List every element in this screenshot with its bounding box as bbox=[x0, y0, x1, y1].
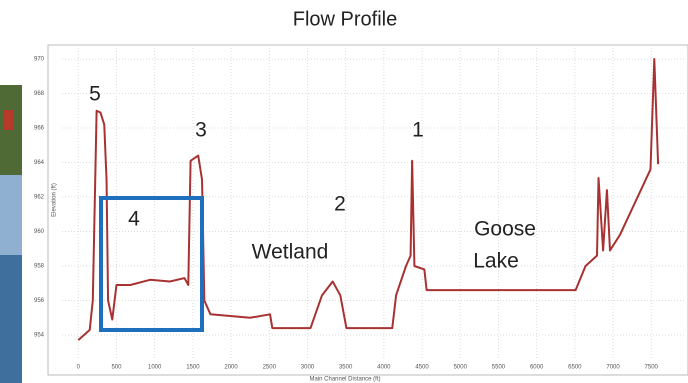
y-tick-label: 954 bbox=[34, 333, 45, 339]
y-tick-label: 968 bbox=[34, 91, 45, 97]
plot-frame bbox=[47, 44, 688, 376]
annotation: 1 bbox=[412, 119, 424, 142]
y-axis-label: Elevation (ft) bbox=[52, 183, 58, 217]
y-tick-label: 962 bbox=[34, 195, 45, 201]
profile-line bbox=[77, 58, 660, 341]
x-tick-label: 4000 bbox=[377, 365, 391, 371]
annotation: Wetland bbox=[252, 241, 329, 264]
annotation: 5 bbox=[89, 83, 101, 106]
x-tick-label: 0 bbox=[77, 365, 81, 371]
annotation: Lake bbox=[473, 250, 519, 273]
x-tick-label: 7000 bbox=[606, 365, 620, 371]
x-tick-label: 3500 bbox=[339, 365, 353, 371]
x-tick-label: 7500 bbox=[645, 365, 659, 371]
annotation: 4 bbox=[128, 208, 140, 231]
x-tick-label: 6500 bbox=[568, 365, 582, 371]
x-tick-label: 2500 bbox=[263, 365, 277, 371]
x-tick-label: 1500 bbox=[186, 365, 200, 371]
y-tick-label: 958 bbox=[34, 264, 45, 270]
annotation: 3 bbox=[195, 119, 207, 142]
y-tick-label: 970 bbox=[34, 57, 45, 63]
x-tick-label: 3000 bbox=[301, 365, 315, 371]
x-tick-label: 2000 bbox=[224, 365, 238, 371]
x-tick-label: 500 bbox=[111, 365, 122, 371]
annotation: Goose bbox=[474, 218, 536, 241]
x-tick-label: 6000 bbox=[530, 365, 544, 371]
y-tick-label: 956 bbox=[34, 298, 45, 304]
x-tick-label: 5000 bbox=[454, 365, 468, 371]
plot-area: 0 500 1000 1500 2000 2500 3000 3500 4000 4500 5000… bbox=[34, 48, 686, 371]
x-tick-label: 5500 bbox=[492, 365, 506, 371]
chart-title: Flow Profile bbox=[293, 8, 397, 30]
annotation: 2 bbox=[334, 193, 346, 216]
y-tick-label: 964 bbox=[34, 160, 45, 166]
x-tick-label: 1000 bbox=[148, 365, 162, 371]
highlight-box bbox=[99, 196, 204, 332]
y-tick-label: 966 bbox=[34, 126, 45, 132]
y-tick-label: 960 bbox=[34, 229, 45, 235]
photo-strip bbox=[0, 85, 22, 383]
x-tick-label: 4500 bbox=[415, 365, 429, 371]
x-axis-label: Main Channel Distance (ft) bbox=[309, 377, 380, 383]
